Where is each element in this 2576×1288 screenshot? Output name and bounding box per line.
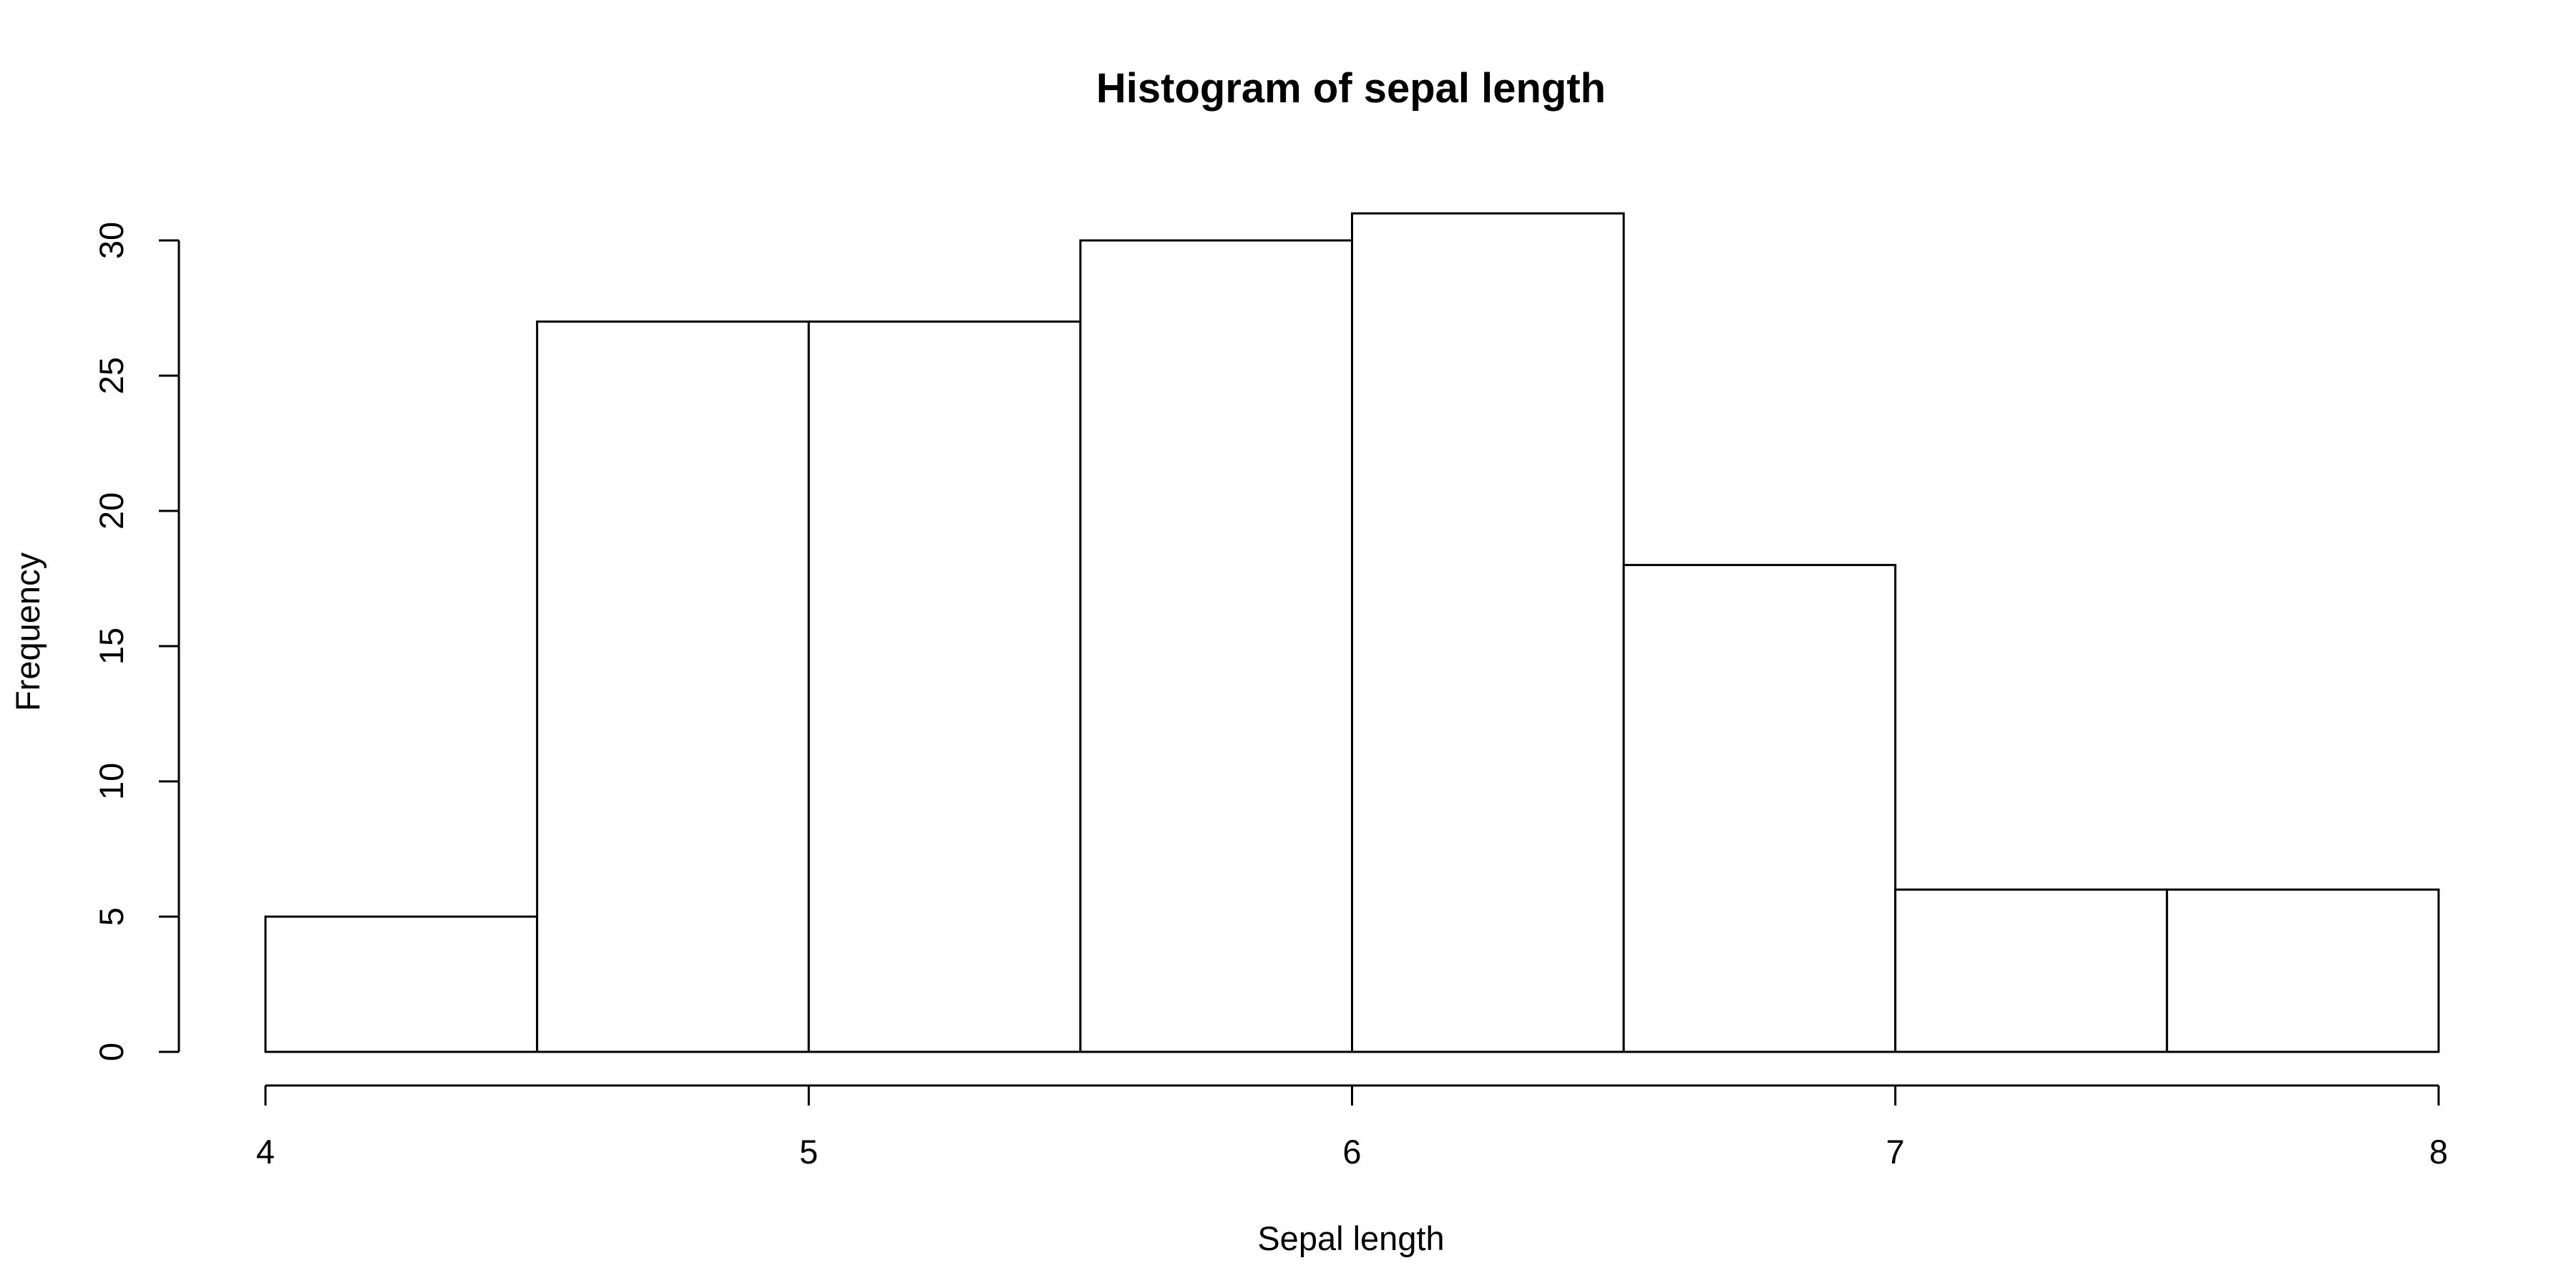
y-tick-label: 20 — [92, 492, 130, 530]
histogram-bar-6 — [1622, 564, 1897, 1053]
y-tick-label: 15 — [92, 628, 130, 665]
x-tick-label: 6 — [1342, 1133, 1361, 1171]
x-tick-label: 4 — [256, 1133, 275, 1171]
histogram-bar-4 — [1079, 239, 1353, 1053]
histogram-bars — [264, 212, 2440, 1053]
histogram-bar-1 — [264, 915, 539, 1053]
x-axis-label: Sepal length — [1257, 1219, 1444, 1257]
chart-title: Histogram of sepal length — [1096, 65, 1606, 112]
x-axis: 4 5 6 7 8 — [256, 1084, 2448, 1171]
y-tick-label: 5 — [92, 907, 130, 926]
histogram-bar-7 — [1894, 888, 2168, 1053]
x-tick-label: 5 — [799, 1133, 818, 1171]
histogram-bar-5 — [1351, 212, 1625, 1053]
y-axis: 0 5 10 15 20 25 30 — [92, 222, 180, 1061]
histogram-bar-8 — [2165, 888, 2440, 1053]
y-tick-label: 25 — [92, 357, 130, 394]
histogram-bar-2 — [536, 320, 810, 1053]
y-axis-label: Frequency — [9, 552, 47, 711]
x-tick-label: 8 — [2429, 1133, 2448, 1171]
x-tick-label: 7 — [1886, 1133, 1905, 1171]
y-tick-label: 10 — [92, 763, 130, 800]
y-tick-label: 30 — [92, 222, 130, 259]
histogram-bar-3 — [807, 320, 1082, 1053]
y-tick-label: 0 — [92, 1043, 130, 1061]
